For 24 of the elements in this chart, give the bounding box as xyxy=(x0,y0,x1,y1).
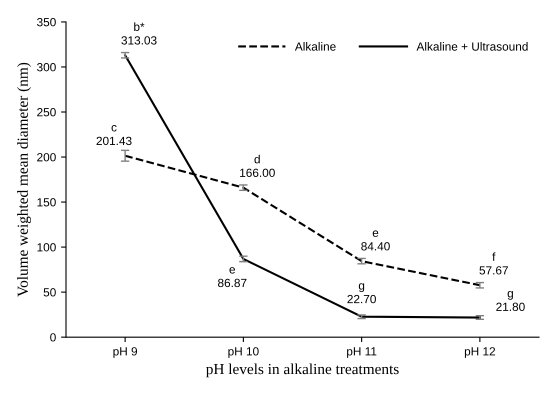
data-label: b* 313.03 xyxy=(121,22,157,45)
y-axis-title: Volume weighted mean diameter (nm) xyxy=(17,62,32,297)
y-tick-label: 200 xyxy=(37,153,56,162)
x-axis-title: pH levels in alkaline treatments xyxy=(206,363,399,378)
y-tick-label: 350 xyxy=(37,18,56,26)
data-label: e 84.40 xyxy=(361,230,390,250)
data-label: e 86.87 xyxy=(218,267,246,288)
y-tick-label: 250 xyxy=(37,108,56,116)
legend-label: Alkaline xyxy=(294,42,336,51)
legend-label: Alkaline + Ultrasound xyxy=(416,42,528,51)
data-label: d 166.00 xyxy=(240,154,275,177)
y-tick-label: 150 xyxy=(37,198,56,206)
data-label: g 21.80 xyxy=(496,291,525,312)
x-tick-label: pH 11 xyxy=(347,347,376,358)
y-tick-label: 100 xyxy=(37,243,56,252)
y-tick-label: 50 xyxy=(44,288,56,297)
data-label: f 57.67 xyxy=(479,252,508,275)
y-tick-label: 300 xyxy=(37,63,56,72)
data-label: c 201.43 xyxy=(96,125,132,146)
x-tick-label: pH 10 xyxy=(228,347,259,358)
x-tick-label: pH 12 xyxy=(464,347,496,358)
y-tick-label: 0 xyxy=(50,333,56,342)
x-tick-label: pH 9 xyxy=(113,347,138,358)
data-label: g 22.70 xyxy=(347,283,376,304)
